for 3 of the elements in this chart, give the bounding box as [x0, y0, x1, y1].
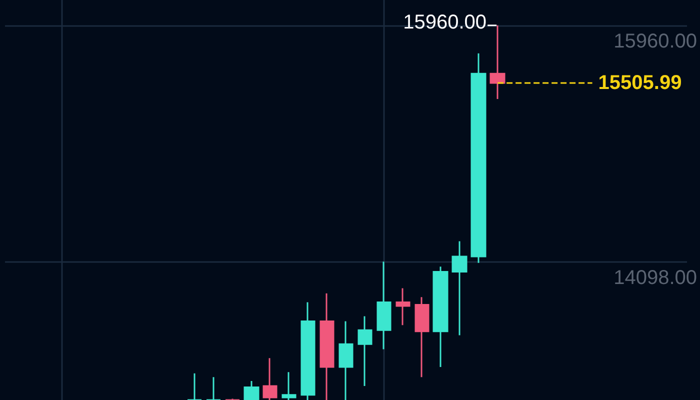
y-tick-label: 14098.00 [614, 266, 697, 289]
annotation: 15960.00 [403, 11, 487, 34]
ref-line-label: 15505.99 [598, 72, 682, 94]
